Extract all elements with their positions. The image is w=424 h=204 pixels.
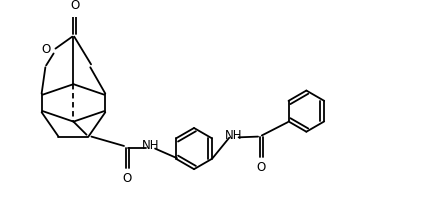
Text: NH: NH (142, 140, 159, 152)
Text: O: O (70, 0, 79, 12)
Text: O: O (122, 172, 131, 185)
Text: O: O (42, 43, 51, 56)
Text: NH: NH (225, 129, 243, 142)
Text: O: O (256, 161, 265, 174)
